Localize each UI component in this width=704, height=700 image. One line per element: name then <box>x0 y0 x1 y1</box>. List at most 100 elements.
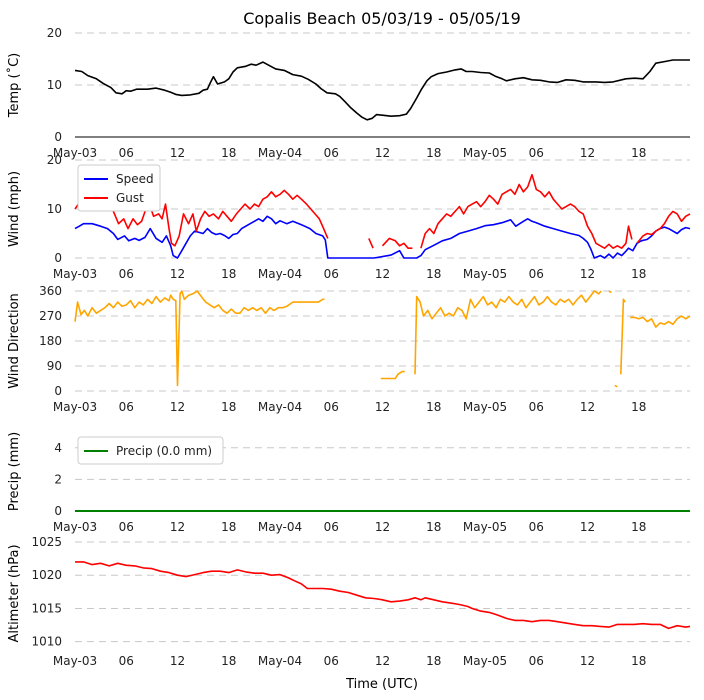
series-line-gust <box>381 237 413 249</box>
x-tick-label: 18 <box>426 654 441 668</box>
chart-title: Copalis Beach 05/03/19 - 05/05/19 <box>243 9 521 28</box>
y-tick-label: 10 <box>47 202 62 216</box>
y-tick-label: 1015 <box>31 601 62 615</box>
y-tick-label: 1010 <box>31 635 62 649</box>
x-tick-label: 06 <box>119 520 134 534</box>
x-tick-label: 12 <box>580 654 595 668</box>
x-tick-label: May-05 <box>463 146 507 160</box>
x-axis-title: Time (UTC) <box>345 677 418 692</box>
x-tick-label: 18 <box>221 267 236 281</box>
x-tick-label: 12 <box>170 400 185 414</box>
series-line-gust <box>368 238 374 249</box>
x-tick-label: 12 <box>375 400 390 414</box>
x-tick-label: 12 <box>170 520 185 534</box>
x-tick-label: May-03 <box>53 400 97 414</box>
x-tick-label: 12 <box>375 267 390 281</box>
legend-box <box>77 164 161 212</box>
y-tick-label: 2 <box>54 472 62 486</box>
panel-direction: 0 90 180 270 360 May-03 06 12 18 May-04 06 12 18 May-… <box>7 284 691 414</box>
x-tick-label: 12 <box>580 267 595 281</box>
y-axis-title: Wind Direction <box>7 293 22 389</box>
y-axis-title: Precip (mm) <box>7 432 22 511</box>
legend-label: Speed <box>116 172 154 186</box>
x-tick-label: 12 <box>170 654 185 668</box>
x-tick-label: May-03 <box>53 146 97 160</box>
x-tick-label: May-05 <box>463 654 507 668</box>
legend-box <box>77 436 224 465</box>
x-tick-label: 18 <box>631 520 646 534</box>
y-tick-label: 0 <box>54 504 62 518</box>
x-tick-label: 06 <box>119 654 134 668</box>
x-tick-label: May-04 <box>258 654 302 668</box>
x-tick-label: 12 <box>375 520 390 534</box>
x-tick-label: 12 <box>375 654 390 668</box>
x-tick-label: 06 <box>119 146 134 160</box>
x-tick-label: 06 <box>529 400 544 414</box>
series-line-temperature <box>74 59 690 121</box>
x-tick-label: 06 <box>324 267 339 281</box>
x-tick-label: May-04 <box>258 267 302 281</box>
y-tick-label: 270 <box>39 309 62 323</box>
x-tick-label: 06 <box>324 146 339 160</box>
x-tick-label: 18 <box>221 654 236 668</box>
y-tick-label: 4 <box>54 441 62 455</box>
x-tick-label: 06 <box>324 654 339 668</box>
y-tick-label: 1025 <box>31 535 62 549</box>
panel-wind: 0 10 20 May-03 06 12 18 May-04 06 12 18 May-05 06 12 1… <box>7 153 691 281</box>
x-tick-label: 06 <box>529 654 544 668</box>
y-tick-label: 180 <box>39 334 62 348</box>
x-tick-label: 12 <box>580 520 595 534</box>
x-tick-label: May-05 <box>463 267 507 281</box>
x-tick-label: 06 <box>119 400 134 414</box>
x-tick-label: 18 <box>426 400 441 414</box>
x-tick-label: 18 <box>426 267 441 281</box>
y-tick-label: 1020 <box>31 568 62 582</box>
x-tick-label: 12 <box>170 267 185 281</box>
x-tick-label: 06 <box>529 146 544 160</box>
x-tick-label: 06 <box>529 520 544 534</box>
y-axis-title: Altimeter (hPa) <box>7 544 22 642</box>
series-line-direction <box>614 384 618 388</box>
series-line-gust <box>636 210 691 244</box>
x-tick-label: 06 <box>119 267 134 281</box>
x-tick-label: 06 <box>324 520 339 534</box>
y-tick-label: 20 <box>47 26 62 40</box>
y-axis-title: Temp (˚C) <box>6 53 22 119</box>
y-axis-title: Wind (mph) <box>7 171 22 247</box>
series-line-direction <box>74 290 325 387</box>
x-tick-label: May-03 <box>53 520 97 534</box>
x-tick-label: May-03 <box>53 654 97 668</box>
x-tick-label: 18 <box>631 654 646 668</box>
y-tick-label: 20 <box>47 153 62 167</box>
series-line-direction <box>608 290 612 294</box>
x-tick-label: May-05 <box>463 400 507 414</box>
series-line-direction <box>380 370 405 380</box>
y-tick-label: 0 <box>54 130 62 144</box>
x-tick-label: May-04 <box>258 146 302 160</box>
x-tick-label: May-05 <box>463 520 507 534</box>
y-tick-label: 0 <box>54 251 62 265</box>
series-line-speed <box>373 218 691 259</box>
x-tick-label: 12 <box>580 146 595 160</box>
x-tick-label: 12 <box>580 400 595 414</box>
series-line-gust <box>420 173 633 249</box>
x-tick-label: 06 <box>529 267 544 281</box>
y-tick-label: 90 <box>47 359 62 373</box>
x-tick-label: 18 <box>221 520 236 534</box>
x-tick-label: 18 <box>631 267 646 281</box>
panel-temp: 0 10 20 May-03 06 12 18 May-04 06 12 18 May-05 06 12 1… <box>6 26 690 160</box>
legend-label: Precip (0.0 mm) <box>116 444 212 458</box>
x-tick-label: 18 <box>221 400 236 414</box>
x-tick-label: 12 <box>170 146 185 160</box>
panel-altimeter: 1010 1015 1020 1025 May-03 06 12 18 May-04 06 12 18… <box>7 535 691 668</box>
series-line-direction <box>630 315 691 328</box>
series-line-altimeter <box>75 561 691 630</box>
x-tick-label: 18 <box>221 146 236 160</box>
series-line-direction <box>414 290 602 375</box>
series-line-direction <box>620 298 626 375</box>
y-tick-label: 10 <box>47 78 62 92</box>
panel-precip: 0 2 4 May-03 06 12 18 May-04 06 12 18 May-05 06 12 18 P… <box>7 432 690 534</box>
x-tick-label: May-04 <box>258 520 302 534</box>
x-tick-label: May-04 <box>258 400 302 414</box>
